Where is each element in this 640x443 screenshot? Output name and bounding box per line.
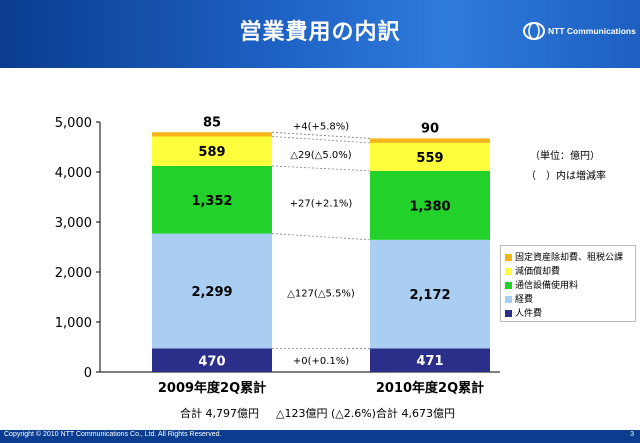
y-tick-label: 0 bbox=[84, 366, 92, 381]
y-tick-label: 4,000 bbox=[55, 166, 92, 181]
legend-item-fixed-assets: 固定資産除却費、租税公課 bbox=[505, 250, 623, 263]
change-label: △127(△5.5%) bbox=[287, 289, 355, 300]
total-left: 合計 4,797億円 bbox=[180, 407, 259, 420]
data-label: 1,352 bbox=[191, 194, 232, 209]
y-tick-label: 3,000 bbox=[55, 216, 92, 231]
header-banner: 営業費用の内訳 NTT Communications bbox=[0, 0, 640, 68]
data-label: 559 bbox=[416, 151, 443, 166]
legend-swatch bbox=[505, 282, 512, 289]
bar-segment bbox=[152, 233, 272, 349]
legend-item-telecom: 通信設備使用料 bbox=[505, 278, 578, 291]
change-label: +27(+2.1%) bbox=[290, 199, 353, 210]
bar-segment bbox=[370, 142, 490, 171]
connector-line bbox=[271, 165, 371, 172]
logo-text: NTT Communications bbox=[548, 26, 636, 36]
legend: 固定資産除却費、租税公課 減価償却費 通信設備使用料 経費 人件費 bbox=[500, 245, 636, 322]
legend-swatch bbox=[505, 268, 512, 275]
y-tick-label: 2,000 bbox=[55, 266, 92, 281]
legend-label: 人件費 bbox=[515, 309, 543, 319]
x-tick-label: 2009年度2Q累計 bbox=[158, 380, 266, 396]
data-label: 85 bbox=[203, 115, 221, 130]
connector-line bbox=[271, 233, 371, 241]
bar-segment bbox=[152, 165, 272, 234]
total-right: 合計 4,673億円 bbox=[376, 407, 455, 420]
legend-swatch bbox=[505, 254, 512, 261]
legend-label: 固定資産除却費、租税公課 bbox=[515, 253, 624, 263]
copyright-text: Copyright © 2010 NTT Communications Co.,… bbox=[4, 431, 222, 438]
data-label: 589 bbox=[198, 145, 225, 160]
legend-swatch bbox=[505, 310, 512, 317]
data-label: 2,299 bbox=[191, 285, 232, 300]
footer-bar: Copyright © 2010 NTT Communications Co.,… bbox=[0, 430, 640, 443]
legend-item-expenses: 経費 bbox=[505, 292, 533, 305]
total-diff: △123億円 (△2.6%) bbox=[276, 407, 376, 420]
y-tick-label: 5,000 bbox=[55, 116, 92, 131]
data-label: 90 bbox=[421, 122, 439, 137]
bar-segment bbox=[370, 239, 490, 349]
bar-segment bbox=[370, 138, 490, 143]
legend-item-personnel: 人件費 bbox=[505, 306, 542, 319]
connector-line bbox=[271, 131, 371, 139]
stacked-bar-chart: 0 1,000 2,000 3,000 4,000 5,000 470 2,299 1,352 5… bbox=[55, 115, 500, 396]
bar-segment bbox=[152, 132, 272, 137]
legend-label: 減価償却費 bbox=[515, 267, 561, 277]
page-number: 3 bbox=[630, 431, 634, 438]
bar-segment bbox=[152, 136, 272, 166]
legend-swatch bbox=[505, 296, 512, 303]
x-tick-label: 2010年度2Q累計 bbox=[376, 380, 484, 396]
legend-label: 通信設備使用料 bbox=[515, 281, 579, 291]
data-label: 2,172 bbox=[409, 288, 450, 303]
bar-segment bbox=[370, 170, 490, 240]
change-label: +4(+5.8%) bbox=[293, 121, 349, 132]
legend-item-depreciation: 減価償却費 bbox=[505, 264, 560, 277]
data-label: 1,380 bbox=[409, 199, 450, 214]
change-label: △29(△5.0%) bbox=[290, 150, 351, 161]
y-tick-label: 1,000 bbox=[55, 316, 92, 331]
page-title: 営業費用の内訳 bbox=[239, 20, 401, 45]
connector-line bbox=[271, 136, 371, 144]
bar-segment bbox=[370, 348, 490, 372]
legend-label: 経費 bbox=[515, 295, 534, 305]
data-label: 471 bbox=[416, 354, 443, 369]
percent-note: （ ）内は増減率 bbox=[526, 171, 606, 182]
unit-note: （単位：億円） bbox=[530, 151, 600, 162]
change-label: +0(+0.1%) bbox=[293, 356, 349, 367]
ntt-logo-icon bbox=[523, 22, 545, 40]
bar-segment bbox=[152, 348, 272, 372]
data-label: 470 bbox=[198, 354, 225, 369]
